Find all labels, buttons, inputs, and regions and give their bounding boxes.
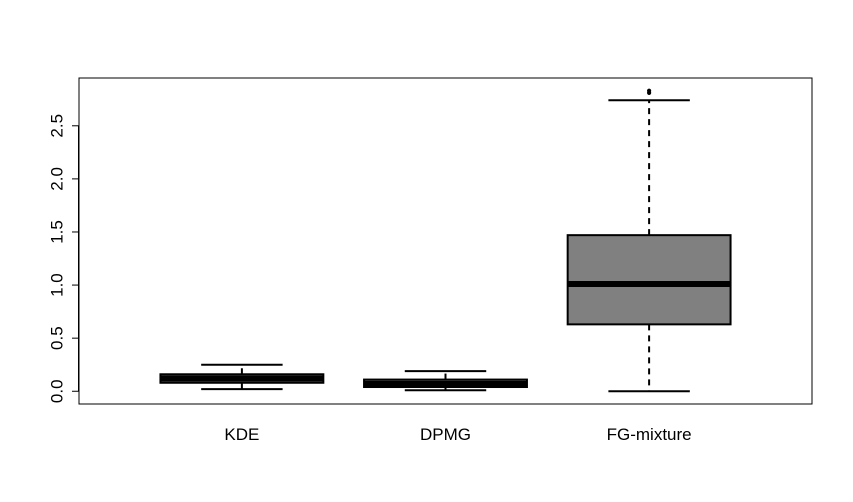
box bbox=[566, 234, 732, 326]
x-tick-label: FG-mixture bbox=[607, 425, 692, 444]
y-tick-label: 1.0 bbox=[47, 273, 66, 297]
y-tick-label: 2.5 bbox=[47, 114, 66, 138]
y-tick-label: 0.0 bbox=[47, 379, 66, 403]
y-tick-label: 2.0 bbox=[47, 167, 66, 191]
plot-layer: 0.0 0.5 1.0 1.5 2.0 2.5 KDE DPMG FG-mixture bbox=[47, 77, 813, 444]
x-tick-label: KDE bbox=[224, 425, 259, 444]
y-tick-label: 0.5 bbox=[47, 326, 66, 350]
outlier-point bbox=[647, 88, 652, 93]
x-tick-label: DPMG bbox=[420, 425, 471, 444]
y-tick-label: 1.5 bbox=[47, 220, 66, 244]
